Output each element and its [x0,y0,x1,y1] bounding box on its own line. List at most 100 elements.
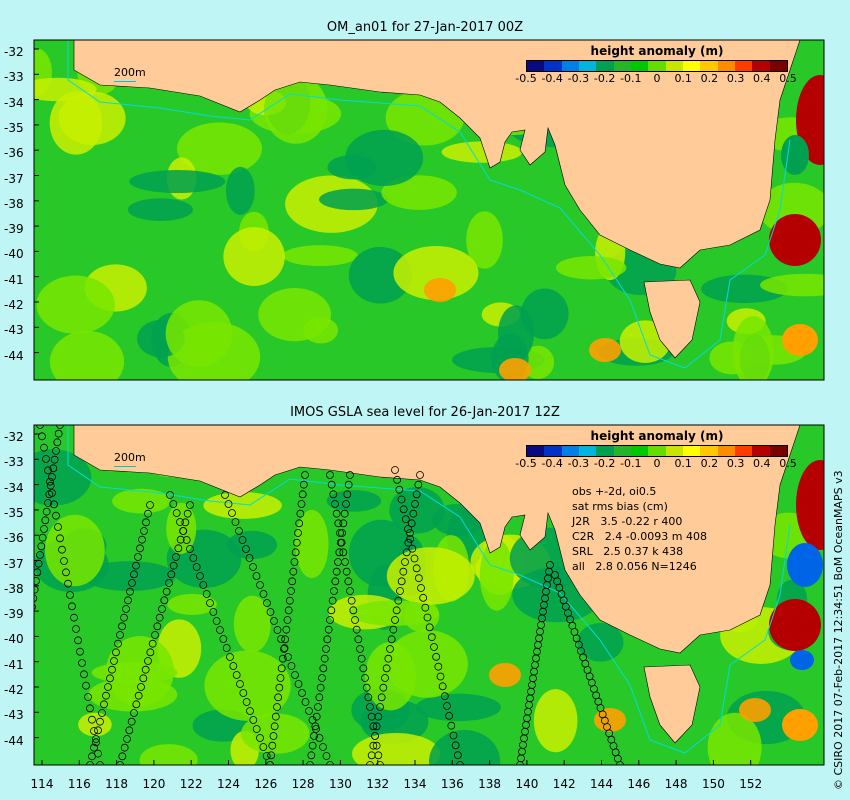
stats-line: all 2.8 0.056 N=1246 [572,560,697,573]
colorbar-swatch [700,61,718,71]
map-frame [33,424,825,766]
satellite-obs-point [221,491,229,499]
satellite-obs-point [334,519,343,528]
anomaly-blob [415,693,501,722]
anomaly-blob [577,622,624,662]
satellite-obs-point [425,623,434,632]
satellite-obs-point [319,664,328,673]
longitude-label: 148 [664,777,688,791]
anomaly-blob [533,689,578,753]
satellite-obs-point [92,738,100,747]
australia-landmass [73,40,801,269]
satellite-obs-point [392,606,401,615]
satellite-obs-point [332,567,341,576]
anomaly-blob [345,129,424,187]
satellite-obs-point [404,538,413,547]
satellite-obs-point [291,548,300,557]
satellite-obs-point [169,500,178,508]
satellite-obs-point [372,741,381,750]
satellite-obs-point [340,509,349,518]
satellite-obs-point [238,536,247,544]
satellite-obs-point [404,525,412,533]
satellite-obs-point [110,657,118,665]
satellite-obs-point [301,471,309,479]
satellite-obs-point [391,466,399,474]
satellite-obs-point [354,635,363,644]
satellite-obs-point [144,657,152,665]
latitude-label: -43 [4,323,24,338]
colorbar-swatch [527,61,545,71]
top-map-panel [33,39,825,381]
anomaly-blob [386,547,475,605]
satellite-obs-point [139,674,148,683]
satellite-obs-point [414,574,423,583]
satellite-obs-point [296,509,305,518]
satellite-obs-point [136,544,144,553]
colorbar-swatch [561,446,579,456]
satellite-obs-point [104,683,112,691]
colorbar-tick-label: -0.3 [567,457,590,470]
satellite-obs-point [45,490,54,499]
satellite-obs-point [274,693,283,702]
colorbar-ticks: -0.5 -0.4 -0.3 -0.2 -0.1 0 0.1 0.2 0.3 0.4 0.5 [515,72,796,86]
satellite-obs-point [287,662,296,670]
satellite-obs-point [249,563,257,571]
satellite-obs-point [322,645,330,653]
top-panel-title: OM_an01 for 27-Jan-2017 00Z [326,20,524,35]
satellite-obs-point [372,722,381,731]
satellite-obs-point [229,662,238,670]
satellite-obs-point [417,584,425,592]
colorbar-swatch [665,61,683,71]
satellite-obs-point [324,625,333,634]
bottom-colorbar: height anomaly (m) -0.5 -0.4 -0.3 -0.2 -0.1 0… [515,429,796,471]
map-field [34,40,824,380]
longitude-label: 150 [701,777,725,791]
satellite-obs-point [267,751,276,760]
anomaly-blob [732,316,774,380]
latitude-label: -35 [4,505,24,520]
satellite-obs-point [130,570,138,579]
satellite-obs-point [52,511,60,520]
anomaly-blob [49,330,125,380]
satellite-obs-point [56,534,64,543]
satellite-obs-point [42,455,50,463]
satellite-obs-point [206,599,214,607]
satellite-obs-point [285,596,294,605]
colorbar-tick-label: -0.2 [593,457,616,470]
anomaly-blob [204,650,291,721]
satellite-obs-point [326,471,334,479]
colorbar-tick-label: -0.3 [567,72,590,85]
satellite-obs-point [311,722,320,731]
satellite-obs-point [72,625,80,633]
satellite-obs-point [118,622,126,631]
satellite-obs-point [277,664,286,673]
satellite-obs-point [339,519,348,528]
warm-eddy [769,599,821,651]
latitude-label: -42 [4,298,24,312]
satellite-obs-point [256,734,264,742]
satellite-obs-point [318,674,326,682]
bottom-scale-label: 200m [114,451,146,464]
satellite-obs-point [323,635,332,644]
satellite-obs-point [616,761,624,765]
satellite-obs-point [62,568,70,577]
satellite-obs-point [116,761,124,765]
colorbar-swatch [613,446,631,456]
satellite-obs-point [516,761,524,765]
colorbar-swatch [544,61,562,71]
satellite-obs-point [295,519,304,528]
latitude-label: -37 [4,171,24,186]
satellite-obs-point [401,515,410,524]
satellite-obs-point [266,761,274,765]
satellite-obs-point [359,664,368,673]
satellite-obs-point [374,712,383,721]
colorbar-gradient [526,60,788,72]
top-scale-bar [114,81,136,82]
longitude-label: 144 [590,777,613,791]
latitude-label: -34 [4,95,24,110]
satellite-obs-point [270,722,279,731]
satellite-obs-point [297,500,306,508]
satellite-obs-point [235,527,243,535]
satellite-obs-point [290,558,299,566]
colorbar-swatch [682,446,701,456]
